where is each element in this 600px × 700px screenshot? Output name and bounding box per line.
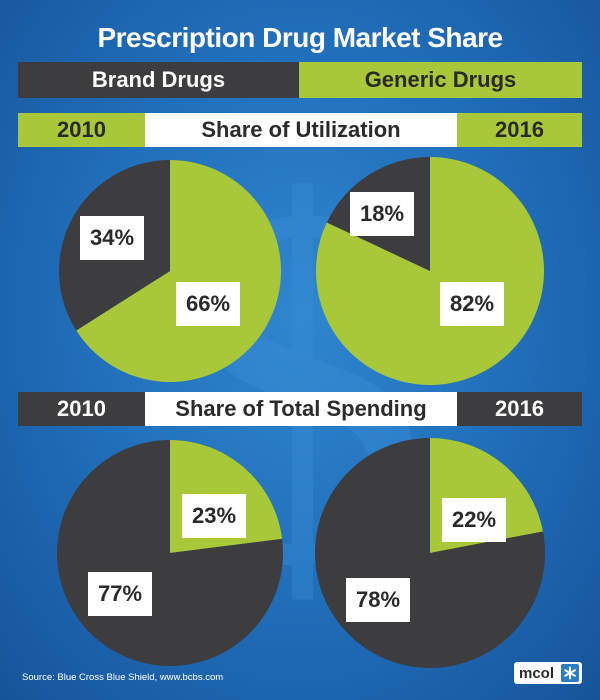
logo-text: mcol: [519, 664, 555, 682]
utilization-section-label: Share of Utilization: [145, 113, 457, 147]
pie-utilization-2016-generic-label: 82%: [440, 282, 504, 326]
legend-generic-drugs: Generic Drugs: [299, 62, 582, 98]
asterisk-icon: [561, 664, 579, 682]
spending-year-left: 2010: [18, 392, 145, 426]
pie-spending-2016-brand-label: 78%: [346, 578, 410, 622]
pie-utilization-2010-generic-slice: [76, 160, 281, 383]
pie-utilization-2016-brand-label: 18%: [350, 192, 414, 236]
pie-utilization-2010-generic-label: 66%: [176, 282, 240, 326]
spending-section-label: Share of Total Spending: [145, 392, 457, 426]
pie-spending-2010-brand-label: 77%: [88, 572, 152, 616]
mcol-logo: mcol: [514, 662, 582, 684]
spending-year-right: 2016: [457, 392, 582, 426]
legend-brand-drugs: Brand Drugs: [18, 62, 299, 98]
pie-spending-2010-generic-label: 23%: [182, 494, 246, 538]
page-title: Prescription Drug Market Share: [97, 22, 503, 53]
utilization-year-right: 2016: [457, 113, 582, 147]
pie-spending-2016-generic-label: 22%: [442, 498, 506, 542]
utilization-year-left: 2010: [18, 113, 145, 147]
source-note: Source: Blue Cross Blue Shield, www.bcbs…: [22, 672, 224, 683]
pie-utilization-2010-brand-label: 34%: [80, 216, 144, 260]
